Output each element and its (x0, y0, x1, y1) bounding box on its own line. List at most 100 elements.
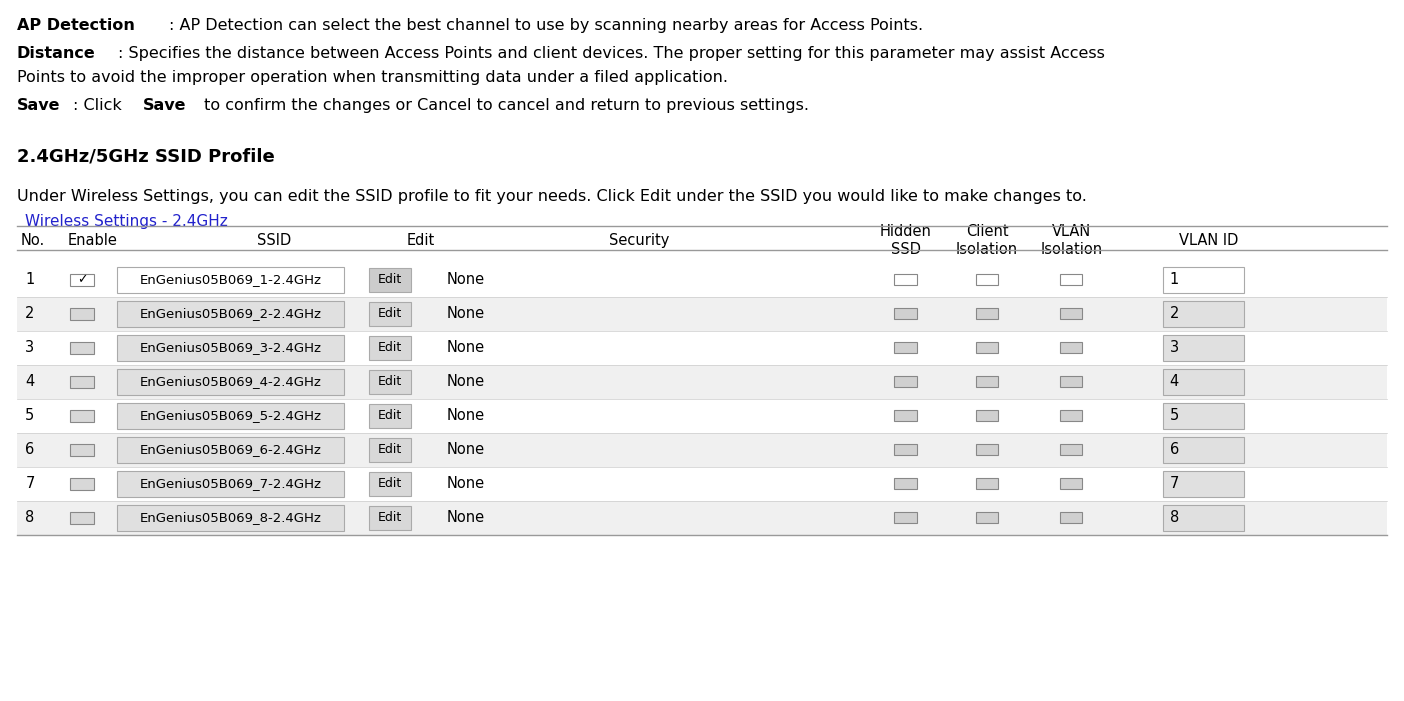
Text: None: None (446, 477, 484, 491)
Text: 7: 7 (25, 477, 35, 491)
Text: EnGenius05B069_4-2.4GHz: EnGenius05B069_4-2.4GHz (139, 375, 322, 388)
Text: EnGenius05B069_3-2.4GHz: EnGenius05B069_3-2.4GHz (139, 341, 322, 355)
Bar (70, 274, 94, 286)
Text: SSID: SSID (257, 233, 291, 248)
Text: None: None (446, 273, 484, 287)
Bar (1163, 470, 1244, 497)
Text: 4: 4 (1170, 374, 1179, 389)
Bar (70, 512, 94, 524)
Bar (117, 402, 344, 429)
Bar (1163, 437, 1244, 463)
Bar (976, 308, 998, 320)
Bar (70, 376, 94, 388)
Text: Edit: Edit (378, 307, 403, 320)
Text: 4: 4 (25, 374, 35, 389)
Bar (1163, 505, 1244, 531)
Bar (894, 478, 917, 489)
Bar (976, 512, 998, 524)
Text: EnGenius05B069_5-2.4GHz: EnGenius05B069_5-2.4GHz (139, 409, 322, 423)
Bar (976, 376, 998, 388)
Text: None: None (446, 409, 484, 423)
Bar (1163, 402, 1244, 429)
Bar (976, 410, 998, 421)
Text: Edit: Edit (378, 409, 403, 423)
Bar (369, 302, 411, 326)
Text: Enable: Enable (67, 233, 118, 248)
Bar (894, 410, 917, 421)
Bar (70, 478, 94, 490)
Bar (1060, 308, 1082, 320)
Text: EnGenius05B069_8-2.4GHz: EnGenius05B069_8-2.4GHz (139, 511, 322, 524)
Text: Under Wireless Settings, you can edit the SSID profile to fit your needs. Click : Under Wireless Settings, you can edit th… (17, 189, 1087, 204)
Bar (976, 342, 998, 353)
Bar (70, 342, 94, 354)
Text: AP Detection: AP Detection (17, 18, 135, 32)
Bar (117, 369, 344, 395)
Bar (369, 438, 411, 462)
Bar (976, 444, 998, 456)
Bar (117, 470, 344, 497)
Text: Edit: Edit (378, 273, 403, 287)
Bar (17, 297, 1387, 331)
Text: Save: Save (17, 98, 60, 113)
Text: 5: 5 (1170, 409, 1179, 423)
Bar (1060, 478, 1082, 489)
Bar (17, 467, 1387, 501)
Bar (1163, 301, 1244, 327)
Text: 1: 1 (1170, 273, 1179, 287)
Bar (369, 506, 411, 530)
Text: 5: 5 (25, 409, 35, 423)
Bar (976, 274, 998, 285)
Text: 6: 6 (25, 442, 35, 457)
Text: None: None (446, 306, 484, 321)
Text: None: None (446, 510, 484, 525)
Bar (1060, 376, 1082, 388)
Text: Edit: Edit (378, 341, 403, 355)
Bar (1060, 444, 1082, 456)
Text: 3: 3 (1170, 341, 1178, 355)
Text: EnGenius05B069_2-2.4GHz: EnGenius05B069_2-2.4GHz (139, 307, 322, 320)
Text: Edit: Edit (378, 443, 403, 456)
Bar (117, 301, 344, 327)
Text: Hidden
SSD: Hidden SSD (880, 224, 931, 257)
Bar (369, 370, 411, 394)
Bar (17, 433, 1387, 467)
Text: Edit: Edit (378, 477, 403, 491)
Bar (17, 263, 1387, 297)
Text: Points to avoid the improper operation when transmitting data under a filed appl: Points to avoid the improper operation w… (17, 70, 727, 85)
Bar (17, 365, 1387, 399)
Bar (1060, 342, 1082, 353)
Bar (70, 308, 94, 320)
Text: None: None (446, 341, 484, 355)
Bar (369, 404, 411, 428)
Bar (369, 472, 411, 496)
Text: Security: Security (608, 233, 670, 248)
Text: Save: Save (142, 98, 185, 113)
Bar (117, 334, 344, 361)
Bar (1163, 334, 1244, 361)
Text: Distance: Distance (17, 46, 95, 60)
Text: None: None (446, 374, 484, 389)
Text: EnGenius05B069_7-2.4GHz: EnGenius05B069_7-2.4GHz (139, 477, 322, 491)
Text: None: None (446, 442, 484, 457)
Text: ✓: ✓ (77, 273, 87, 287)
Text: VLAN ID: VLAN ID (1179, 233, 1238, 248)
Text: 6: 6 (1170, 442, 1179, 457)
Text: : Click: : Click (73, 98, 126, 113)
Bar (70, 444, 94, 456)
Bar (1163, 369, 1244, 395)
Text: Wireless Settings - 2.4GHz: Wireless Settings - 2.4GHz (25, 214, 227, 229)
Text: to confirm the changes or Cancel to cancel and return to previous settings.: to confirm the changes or Cancel to canc… (198, 98, 809, 113)
Text: Edit: Edit (407, 233, 435, 248)
Bar (894, 512, 917, 524)
Bar (17, 399, 1387, 433)
Text: 8: 8 (1170, 510, 1179, 525)
Bar (1163, 266, 1244, 293)
Text: 2: 2 (1170, 306, 1179, 321)
Text: 2: 2 (25, 306, 35, 321)
Bar (369, 268, 411, 292)
Bar (1060, 410, 1082, 421)
Bar (70, 410, 94, 422)
Text: 8: 8 (25, 510, 35, 525)
Text: Edit: Edit (378, 375, 403, 388)
